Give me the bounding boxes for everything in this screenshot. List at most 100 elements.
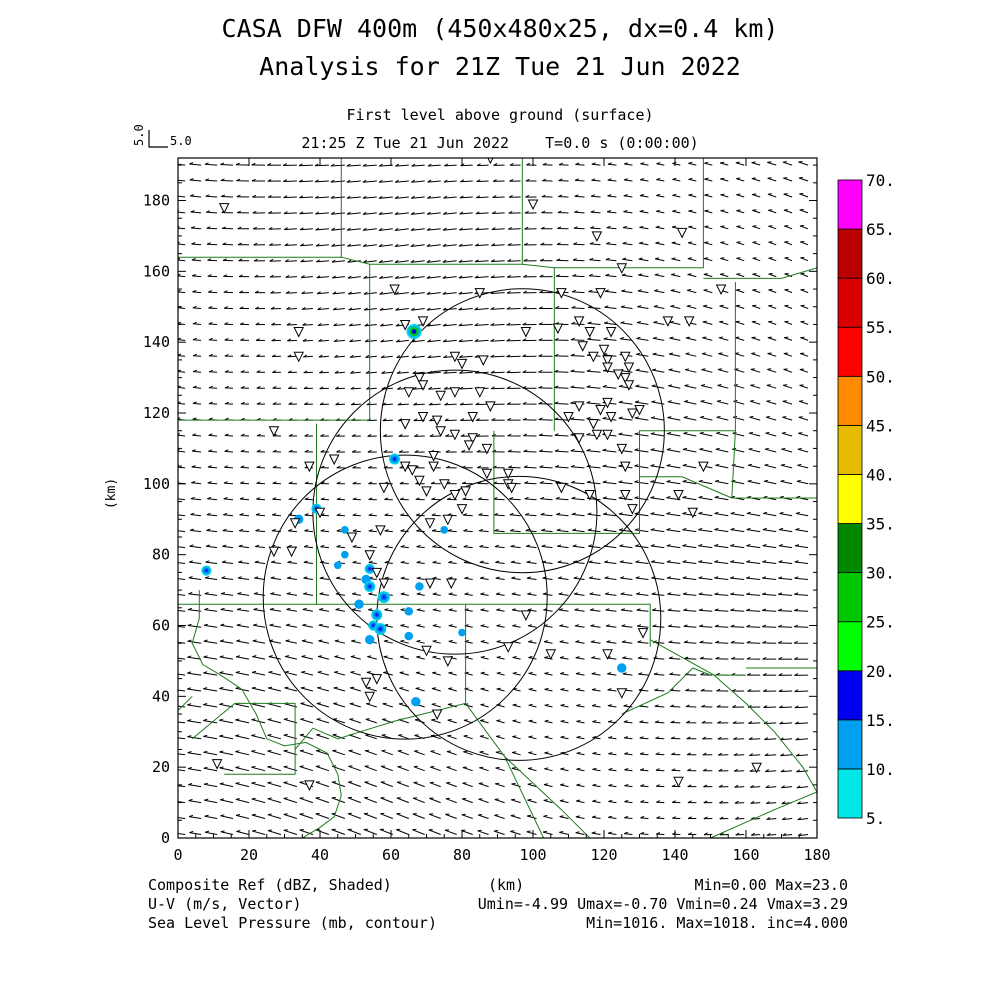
wind-vector xyxy=(605,273,617,278)
wind-vector xyxy=(413,418,425,422)
wind-vector xyxy=(522,417,537,421)
wind-vector xyxy=(251,718,266,724)
reference-vector-label: 5.0 xyxy=(170,134,192,148)
wind-vector xyxy=(733,752,745,756)
wind-vector xyxy=(702,320,713,325)
wind-vector xyxy=(336,465,345,469)
wind-vector xyxy=(400,576,409,580)
colorbar-level-label: 20. xyxy=(866,662,895,681)
wind-vector xyxy=(178,769,186,772)
wind-vector xyxy=(432,576,441,580)
wind-vector xyxy=(219,750,234,756)
wind-vector xyxy=(783,193,793,198)
wind-vector xyxy=(178,737,186,740)
wind-vector xyxy=(525,512,537,517)
wind-vector xyxy=(777,624,793,628)
wind-vector xyxy=(764,737,777,741)
wind-vector xyxy=(188,783,202,788)
wind-vector xyxy=(572,528,585,533)
wind-vector xyxy=(239,290,249,294)
wind-vector xyxy=(383,655,393,660)
wind-vector xyxy=(413,765,425,772)
wind-vector xyxy=(189,830,202,835)
wind-vector xyxy=(650,496,665,501)
colorbar-level-label: 45. xyxy=(866,416,895,435)
wind-vector xyxy=(767,161,777,166)
wind-vector xyxy=(701,368,713,373)
wind-vector xyxy=(672,162,681,166)
wind-vector xyxy=(736,225,745,230)
wind-vector xyxy=(605,624,617,628)
wind-vector xyxy=(190,226,202,230)
wind-vector xyxy=(778,689,793,692)
wind-vector xyxy=(543,799,553,804)
wind-vector xyxy=(300,275,313,279)
wind-vector xyxy=(219,782,234,788)
wind-vector xyxy=(381,734,393,740)
wind-vector xyxy=(349,339,361,343)
wind-vector xyxy=(637,305,649,309)
wind-vector xyxy=(333,702,346,708)
wind-vector xyxy=(366,386,377,390)
wind-vector xyxy=(208,290,218,294)
wind-vector xyxy=(730,608,745,612)
wind-vector xyxy=(506,290,521,294)
station-marker xyxy=(619,461,631,473)
wind-vector xyxy=(640,800,649,804)
wind-vector xyxy=(587,528,601,533)
wind-vector xyxy=(622,241,633,246)
wind-vector xyxy=(746,640,761,644)
wind-vector xyxy=(604,560,617,564)
wind-vector xyxy=(496,608,505,612)
wind-vector xyxy=(640,768,649,772)
wind-vector xyxy=(256,433,266,437)
wind-vector xyxy=(586,480,601,485)
wind-vector xyxy=(698,527,713,533)
wind-vector xyxy=(399,655,409,660)
wind-vector xyxy=(653,320,665,325)
wind-vector xyxy=(415,671,425,676)
wind-vector xyxy=(620,576,633,580)
wind-vector xyxy=(655,768,665,772)
wind-vector xyxy=(560,688,569,692)
wind-vector xyxy=(398,734,409,740)
wind-vector xyxy=(362,163,377,167)
wind-vector xyxy=(554,401,569,405)
station-marker xyxy=(389,284,400,296)
wind-vector xyxy=(763,495,777,501)
wind-vector xyxy=(495,560,505,564)
wind-vector xyxy=(412,370,425,374)
wind-vector xyxy=(730,592,745,596)
wind-vector xyxy=(431,513,441,517)
wind-vector xyxy=(283,195,297,199)
wind-vector xyxy=(288,449,297,453)
x-tick-label: 0 xyxy=(173,846,182,864)
wind-vector xyxy=(640,784,649,788)
wind-vector xyxy=(334,655,346,660)
wind-vector xyxy=(188,592,202,596)
wind-vector xyxy=(560,751,569,756)
wind-vector xyxy=(556,242,569,246)
wind-vector xyxy=(400,544,409,549)
wind-vector xyxy=(538,385,553,389)
wind-vector xyxy=(624,831,633,835)
wind-vector xyxy=(700,672,713,676)
station-marker xyxy=(673,776,684,788)
colorbar-level-label: 30. xyxy=(866,564,895,583)
wind-vector xyxy=(463,719,473,724)
wind-vector xyxy=(543,608,553,612)
wind-vector xyxy=(735,320,745,325)
wind-vector xyxy=(555,496,569,501)
wind-vector xyxy=(203,782,218,788)
wind-vector xyxy=(474,259,489,263)
station-marker xyxy=(591,429,603,441)
wind-vector xyxy=(348,781,361,788)
wind-vector xyxy=(735,832,745,836)
wind-vector xyxy=(702,736,713,740)
wind-vector xyxy=(672,193,681,198)
wind-vector xyxy=(539,481,553,485)
wind-vector xyxy=(330,163,345,167)
wind-vector xyxy=(782,161,793,166)
wind-vector xyxy=(637,656,649,660)
wind-vector xyxy=(187,655,202,660)
